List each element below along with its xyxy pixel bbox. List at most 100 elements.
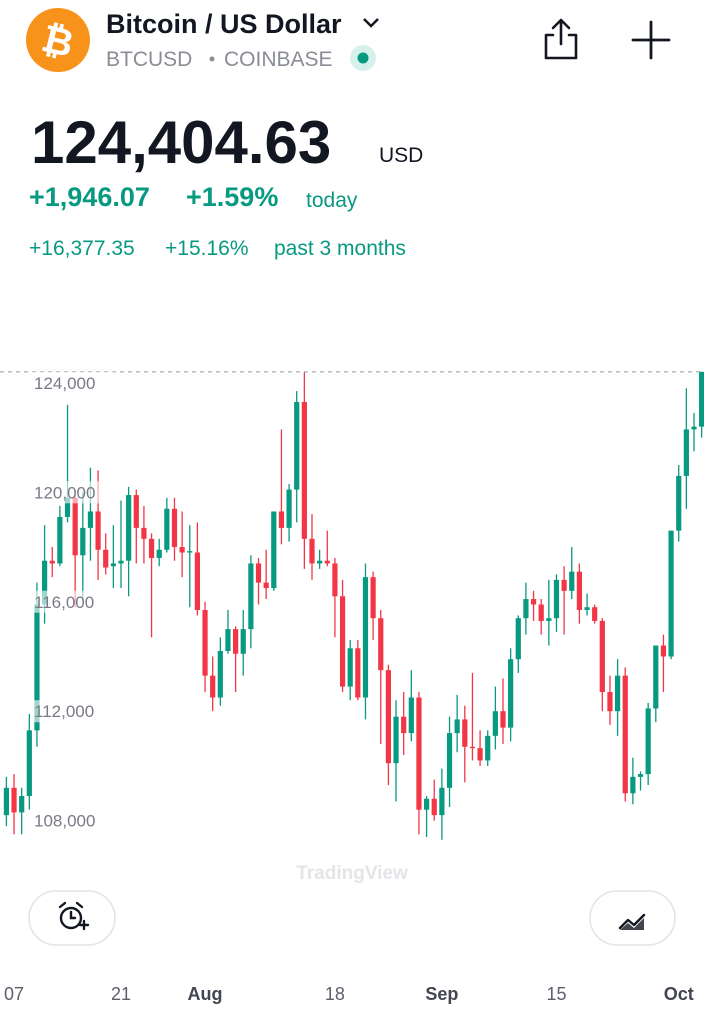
share-arrow bbox=[551, 18, 571, 46]
candle-body bbox=[248, 563, 254, 630]
change-period-pct: +15.16% bbox=[165, 237, 249, 260]
candle-body bbox=[362, 577, 369, 698]
candle-body bbox=[87, 511, 94, 528]
share-button[interactable] bbox=[544, 18, 578, 60]
candle-body bbox=[523, 599, 529, 619]
candle-body bbox=[278, 511, 285, 528]
last-price: 124,404.63 bbox=[31, 109, 331, 176]
candle-body bbox=[210, 675, 216, 698]
add-button[interactable] bbox=[631, 20, 671, 60]
candle-body bbox=[699, 371, 704, 427]
candle-body bbox=[95, 511, 101, 550]
style-area bbox=[620, 918, 644, 930]
candle-body bbox=[19, 796, 25, 813]
symbol-logo: ₿ bbox=[26, 8, 90, 72]
candle-body bbox=[118, 560, 124, 564]
candle-body bbox=[156, 549, 162, 558]
candle-body bbox=[34, 604, 40, 731]
today-label: today bbox=[306, 189, 358, 212]
candle-body bbox=[317, 560, 323, 564]
candle-body bbox=[546, 618, 552, 621]
candle-body bbox=[49, 560, 55, 564]
candle-body bbox=[339, 596, 346, 687]
candle-body bbox=[576, 571, 582, 610]
bitcoin-circle bbox=[26, 8, 90, 72]
candle-body bbox=[607, 692, 613, 712]
candle-body bbox=[599, 620, 605, 693]
candle-body bbox=[187, 551, 193, 553]
candle-body bbox=[469, 746, 476, 749]
candle-body bbox=[294, 402, 300, 490]
candle-body bbox=[622, 675, 628, 794]
candle-body bbox=[500, 711, 506, 728]
candle-body bbox=[645, 708, 651, 775]
candle-body bbox=[26, 730, 32, 797]
alert-icon bbox=[58, 901, 90, 931]
candle-body bbox=[72, 497, 78, 556]
candle-body bbox=[393, 716, 399, 764]
candle-body bbox=[57, 516, 63, 564]
candle-body bbox=[530, 599, 537, 605]
share-box bbox=[544, 33, 578, 60]
period-label: past 3 months bbox=[274, 237, 406, 260]
candle-body bbox=[584, 607, 590, 610]
change-today-pct: +1.59% bbox=[186, 182, 278, 212]
candle-body bbox=[301, 402, 307, 539]
candle-body bbox=[492, 711, 498, 736]
x-tick-label: 18 bbox=[325, 984, 345, 1004]
market-status-dot bbox=[357, 52, 369, 64]
style-pill bbox=[589, 890, 676, 946]
title-chevron[interactable] bbox=[363, 18, 379, 28]
separator-dot bbox=[209, 56, 215, 62]
candle-body bbox=[233, 629, 239, 654]
currency: USD bbox=[379, 144, 423, 167]
alert-clock bbox=[59, 906, 83, 930]
candle-body bbox=[271, 511, 277, 589]
x-tick-label: Aug bbox=[188, 984, 223, 1004]
y-tick-mark bbox=[30, 590, 114, 613]
candle-body bbox=[355, 648, 361, 698]
y-tick-label: 112,000 bbox=[34, 702, 94, 721]
candle-body bbox=[370, 577, 376, 619]
y-tick-mark bbox=[30, 700, 114, 723]
y-tick-mark bbox=[30, 371, 114, 394]
candle-body bbox=[439, 787, 445, 816]
candle-body bbox=[653, 645, 659, 709]
candle-body bbox=[676, 475, 682, 531]
candle-body bbox=[538, 604, 544, 621]
x-tick-label: 21 bbox=[111, 984, 131, 1004]
candle-body bbox=[630, 776, 636, 794]
candle-body bbox=[286, 489, 292, 528]
candle-body bbox=[103, 549, 109, 568]
y-tick-mark bbox=[30, 481, 114, 504]
candle-body bbox=[446, 733, 453, 788]
candle-body bbox=[64, 497, 71, 517]
candle-body bbox=[332, 563, 338, 597]
candle-body bbox=[11, 787, 17, 813]
chart-style-button[interactable] bbox=[589, 890, 676, 946]
x-tick-label: 07 bbox=[4, 984, 24, 1004]
x-tick-label: 15 bbox=[546, 984, 566, 1004]
candle-body bbox=[515, 618, 521, 660]
candle-body bbox=[424, 798, 430, 810]
candle-body bbox=[668, 530, 674, 657]
watermark: TradingView bbox=[296, 863, 408, 884]
y-tick-mark bbox=[30, 809, 114, 832]
candle-body bbox=[416, 697, 422, 810]
candle-body bbox=[42, 560, 48, 605]
candle-body bbox=[592, 607, 598, 621]
candle-body bbox=[691, 426, 697, 430]
candle-body bbox=[80, 527, 86, 556]
candle-body bbox=[462, 719, 468, 747]
candle-body bbox=[263, 582, 269, 589]
candle-body bbox=[3, 787, 9, 816]
change-period: +16,377.35 bbox=[29, 237, 135, 260]
symbol-title[interactable]: Bitcoin / US Dollar bbox=[106, 9, 342, 39]
price-chart[interactable]: 108,000 112,000 116,000 120,000 124,000 bbox=[0, 371, 704, 840]
alert-button[interactable] bbox=[28, 890, 116, 946]
candle-body bbox=[477, 748, 483, 761]
x-tick-label: Oct bbox=[664, 984, 694, 1004]
y-tick-label: 116,000 bbox=[34, 593, 94, 612]
candle-body bbox=[194, 552, 200, 610]
